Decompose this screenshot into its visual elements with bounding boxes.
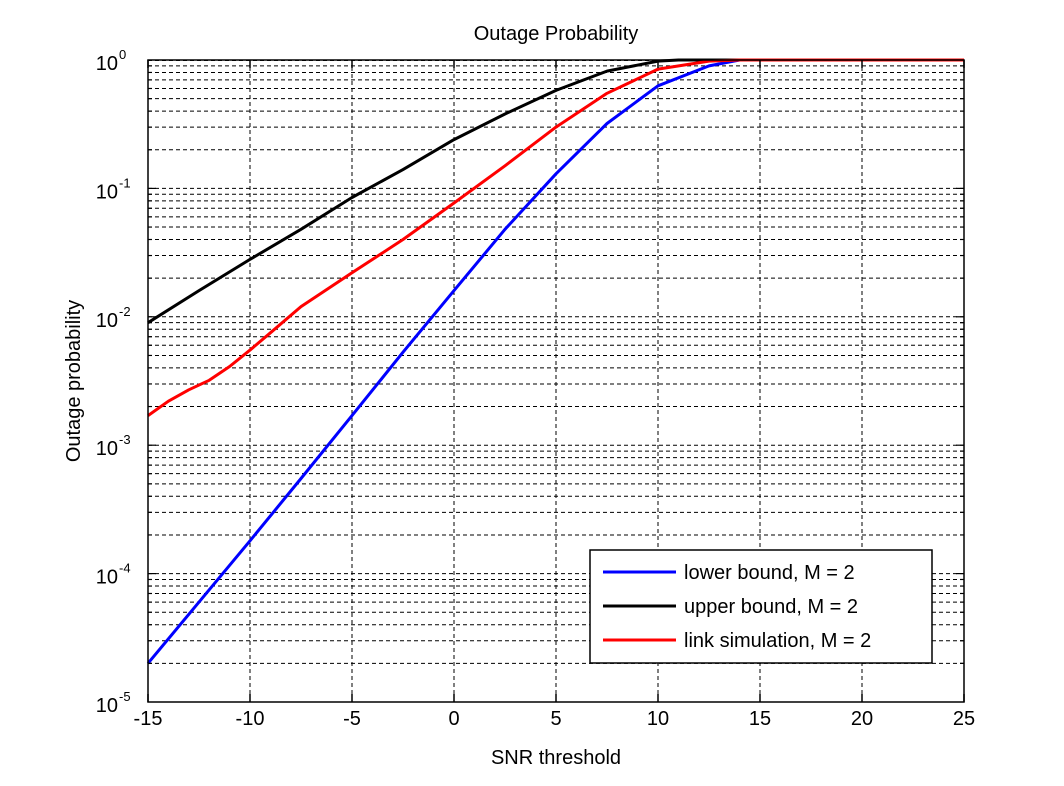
x-tick-label: 0 xyxy=(448,708,459,730)
y-tick-label: 10 xyxy=(96,438,118,460)
legend-label: upper bound, M = 2 xyxy=(684,596,858,618)
y-tick-label: 10 xyxy=(96,53,118,75)
y-tick-exponent: -3 xyxy=(119,432,131,447)
y-tick-label: 10 xyxy=(96,567,118,589)
series-line-3 xyxy=(147,58,964,417)
x-tick-label: 5 xyxy=(550,708,561,730)
y-tick-label: 10 xyxy=(96,181,118,203)
y-tick-exponent: -5 xyxy=(119,689,131,704)
y-tick-exponent: 0 xyxy=(119,47,126,62)
legend-label: lower bound, M = 2 xyxy=(684,562,855,584)
y-tick-exponent: -4 xyxy=(119,561,131,576)
x-tick-label: 25 xyxy=(953,708,975,730)
legend: lower bound, M = 2 upper bound, M = 2 link… xyxy=(589,549,933,664)
x-tick-label: -10 xyxy=(236,708,265,730)
x-tick-label: -5 xyxy=(343,708,361,730)
chart-title: Outage Probability xyxy=(474,23,639,45)
y-tick-exponent: -2 xyxy=(119,304,131,319)
legend-label: link simulation, M = 2 xyxy=(684,630,871,652)
y-axis-title: Outage probability xyxy=(63,300,85,462)
ticks xyxy=(147,60,965,702)
y-tick-label: 10 xyxy=(96,310,118,332)
y-tick-exponent: -1 xyxy=(119,175,131,190)
x-tick-label: 20 xyxy=(851,708,873,730)
x-tick-label: 10 xyxy=(647,708,669,730)
x-tick-label: 15 xyxy=(749,708,771,730)
x-axis-title: SNR threshold xyxy=(491,747,621,769)
series-line-1 xyxy=(146,58,964,665)
y-tick-label: 10 xyxy=(96,695,118,717)
x-tick-label: -15 xyxy=(134,708,163,730)
tick-labels: -15 -10 -5 0 5 10 15 20 2510-510-410-310-210-110… xyxy=(96,47,975,730)
